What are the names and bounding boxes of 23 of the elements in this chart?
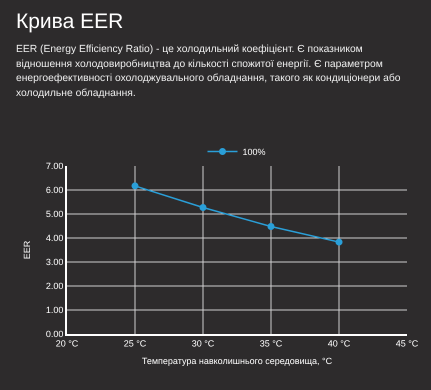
y-tick-label: 3.00 xyxy=(46,257,64,268)
x-tick-label: 35 °C xyxy=(260,338,283,349)
point xyxy=(336,238,342,246)
point xyxy=(132,182,138,190)
point xyxy=(268,222,274,230)
x-tick-label: 20 °C xyxy=(56,338,79,349)
y-tick-label: 6.00 xyxy=(46,185,64,196)
x-tick-label: 40 °C xyxy=(328,338,351,349)
x-tick-label: 30 °C xyxy=(192,338,215,349)
y-tick-label: 2.00 xyxy=(46,281,64,292)
x-tick-label: 45 °C xyxy=(396,338,419,349)
y-tick-label: 4.00 xyxy=(46,233,64,244)
x-axis-title: Температура навколишнього середовища, °C xyxy=(142,356,333,366)
point xyxy=(200,204,206,212)
y-tick-label: 1.00 xyxy=(46,305,64,316)
x-tick-label: 25 °C xyxy=(124,338,147,349)
y-tick-label: 5.00 xyxy=(46,209,64,220)
legend-label: 100% xyxy=(242,147,266,158)
chart-subtitle: EER (Energy Efficiency Ratio) - це холодильний коефіцієнт. Є показником відношення холодовиробництва до кількості спожитої енергії. Є параметром енергоефективності охолоджувального обладнання, такого як кондиціонери або холодильне обладнання. xyxy=(16,43,402,100)
y-tick-label: 0.00 xyxy=(46,329,64,340)
chart-title: Крива EER xyxy=(16,10,124,34)
y-tick-label: 7.00 xyxy=(46,161,64,172)
y-axis-title: EER xyxy=(22,240,32,260)
